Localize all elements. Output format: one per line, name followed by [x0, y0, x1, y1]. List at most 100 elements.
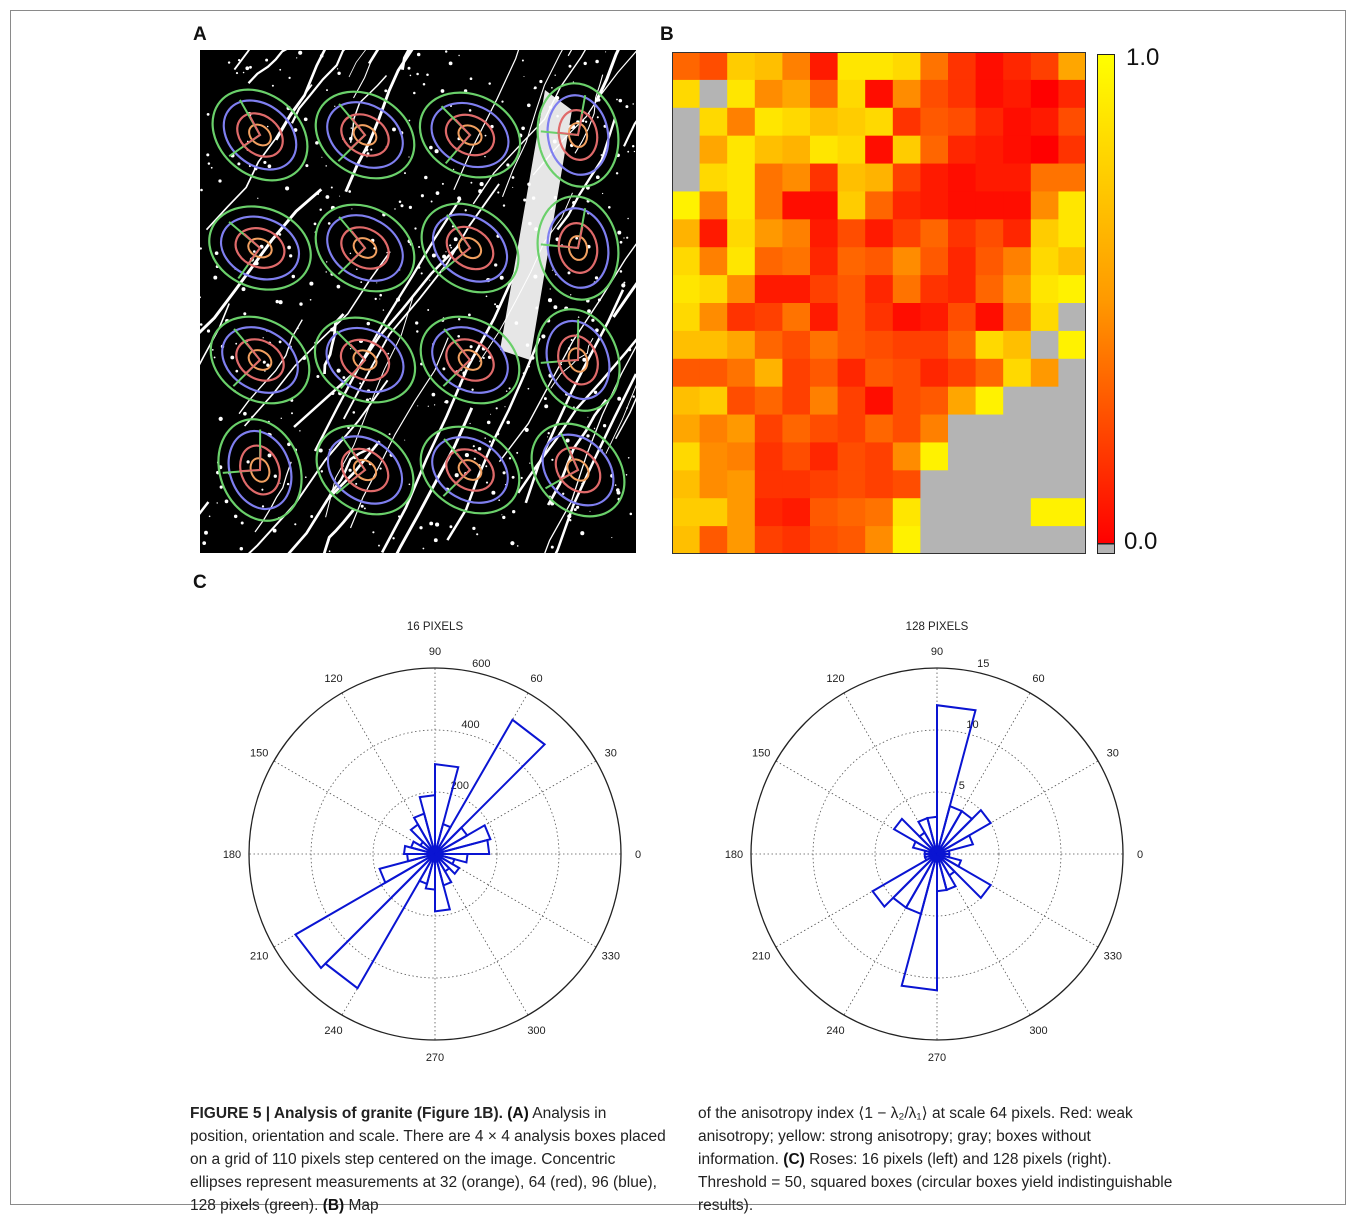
heatmap-cell: [810, 79, 838, 109]
heatmap-cell: [699, 358, 728, 388]
heatmap-cell: [672, 470, 700, 499]
heatmap-cell: [837, 526, 866, 554]
heatmap-cell: [892, 247, 921, 276]
heatmap-cell: [837, 414, 866, 443]
heatmap-cell: [975, 52, 1004, 81]
heatmap-cell: [754, 219, 783, 248]
rose-petal: [936, 704, 977, 855]
heatmap-cell: [865, 219, 894, 248]
heatmap-cell: [975, 498, 1004, 527]
heatmap-cell: [837, 275, 866, 304]
heatmap-cell: [837, 442, 866, 471]
heatmap-cell: [1058, 303, 1086, 332]
heatmap-cell: [975, 191, 1004, 220]
heatmap-border: [672, 52, 1086, 554]
heatmap-cell: [699, 526, 728, 554]
heatmap-cell: [754, 191, 783, 220]
rose-petal: [434, 853, 469, 864]
heatmap-cell: [892, 163, 921, 192]
rose-grid-spoke: [434, 760, 597, 855]
heatmap-cell: [754, 386, 783, 415]
heatmap-cell: [672, 219, 700, 248]
heatmap-cell: [1058, 135, 1086, 164]
heatmap-cell: [699, 191, 728, 220]
heatmap-cell: [865, 414, 894, 443]
rose-petal: [936, 853, 951, 859]
heatmap-cell: [699, 442, 728, 471]
rose-petal: [871, 853, 938, 909]
rose-angle-label: 90: [931, 646, 943, 658]
heatmap-cell: [672, 135, 700, 164]
heatmap-cell: [1058, 163, 1086, 192]
heatmap-cell: [865, 470, 894, 499]
heatmap-cell: [892, 526, 921, 554]
rose-angle-label: 330: [1104, 951, 1122, 963]
heatmap-cell: [699, 135, 728, 164]
heatmap-cell: [948, 442, 976, 471]
rose-outer-circle: [248, 667, 622, 1041]
rose-angle-label: 120: [324, 673, 342, 685]
heatmap-cell: [782, 52, 811, 81]
heatmap-cell: [892, 498, 921, 527]
heatmap-cell: [865, 442, 894, 471]
rose-title: 128 PIXELS: [906, 621, 969, 633]
heatmap-cell: [1058, 526, 1086, 554]
heatmap-cell: [920, 470, 949, 499]
heatmap-cell: [727, 330, 756, 360]
heatmap-cell: [892, 386, 921, 415]
heatmap-cell: [1030, 358, 1059, 388]
heatmap-cell: [1030, 135, 1059, 164]
heatmap-cell: [975, 107, 1004, 137]
rose-grid-spoke: [434, 853, 597, 948]
heatmap-cell: [865, 191, 894, 220]
heatmap-cell: [1030, 163, 1059, 192]
analysis-box-ellipses: [209, 315, 311, 405]
heatmap-cell: [837, 163, 866, 192]
heatmap-cell: [727, 414, 756, 443]
heatmap-cell: [754, 275, 783, 304]
heatmap-cell: [920, 191, 949, 220]
heatmap-cell: [754, 303, 783, 332]
rose-grid-spoke: [341, 692, 436, 855]
analysis-box-ellipses: [314, 203, 416, 293]
heatmap-cell: [727, 247, 756, 276]
heatmap-cell: [1030, 191, 1059, 220]
heatmap-cell: [920, 247, 949, 276]
heatmap-cell: [810, 275, 838, 304]
rose-grid-spoke: [775, 853, 938, 948]
heatmap-cell: [699, 386, 728, 415]
heatmap-cell: [975, 219, 1004, 248]
heatmap-cell: [672, 191, 700, 220]
heatmap-cell: [672, 386, 700, 415]
heatmap-cell: [975, 414, 1004, 443]
heatmap-cell: [754, 526, 783, 554]
heatmap-cell: [948, 163, 976, 192]
heatmap-cell: [727, 386, 756, 415]
heatmap-cell: [810, 303, 838, 332]
heatmap-cell: [754, 358, 783, 388]
heatmap-cell: [892, 442, 921, 471]
heatmap-cell: [1003, 79, 1032, 109]
heatmap-cell: [1003, 526, 1032, 554]
heatmap-cell: [975, 470, 1004, 499]
heatmap-cell: [1003, 275, 1032, 304]
rose-angle-label: 150: [250, 748, 268, 760]
caption-c-label: (C): [783, 1151, 805, 1168]
heatmap-cell: [782, 414, 811, 443]
heatmap-cell: [810, 386, 838, 415]
rose-angle-label: 120: [826, 673, 844, 685]
analysis-box-ellipses: [536, 195, 620, 301]
granite-texture: [200, 50, 636, 553]
heatmap-cell: [672, 247, 700, 276]
heatmap-cell: [754, 330, 783, 360]
heatmap-cell: [810, 442, 838, 471]
analysis-box-ellipses: [315, 424, 415, 516]
panel-label-b: B: [660, 24, 674, 45]
heatmap-cell: [1030, 498, 1059, 527]
caption-left-column: FIGURE 5 | Analysis of granite (Figure 1…: [190, 1102, 666, 1217]
heatmap-cell: [865, 303, 894, 332]
heatmap-cell: [727, 470, 756, 499]
heatmap-cell: [1030, 219, 1059, 248]
rose-angle-label: 330: [602, 951, 620, 963]
heatmap-cell: [920, 79, 949, 109]
